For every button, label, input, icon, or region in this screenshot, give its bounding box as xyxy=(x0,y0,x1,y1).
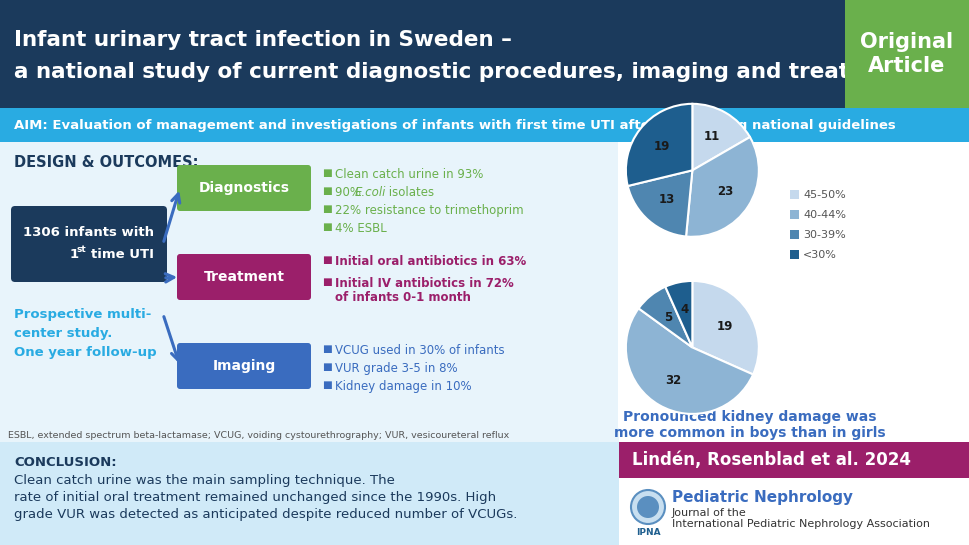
Bar xyxy=(790,250,799,259)
Text: Initial oral antibiotics in 63%: Initial oral antibiotics in 63% xyxy=(335,255,526,268)
Text: ■: ■ xyxy=(322,204,331,214)
Wedge shape xyxy=(628,170,692,237)
Text: Lindén, Rosenblad et al. 2024: Lindén, Rosenblad et al. 2024 xyxy=(632,451,911,469)
Text: 90%: 90% xyxy=(335,186,364,199)
Wedge shape xyxy=(626,104,693,186)
Bar xyxy=(845,0,969,108)
Text: 19: 19 xyxy=(654,140,671,153)
Text: VUR grade 3-5 in 8%: VUR grade 3-5 in 8% xyxy=(335,362,457,375)
Text: DESIGN & OUTCOMES:: DESIGN & OUTCOMES: xyxy=(14,155,199,170)
Text: Initial IV antibiotics in 72%: Initial IV antibiotics in 72% xyxy=(335,277,514,290)
Text: Girls n=60: Girls n=60 xyxy=(649,307,716,320)
Text: Clean catch urine in 93%: Clean catch urine in 93% xyxy=(335,168,484,181)
Wedge shape xyxy=(686,137,759,237)
FancyBboxPatch shape xyxy=(177,254,311,300)
Text: 23: 23 xyxy=(717,185,733,198)
Text: ■: ■ xyxy=(322,186,331,196)
Text: Clean catch urine was the main sampling technique. The: Clean catch urine was the main sampling … xyxy=(14,474,395,487)
Text: 30-39%: 30-39% xyxy=(803,229,846,239)
Text: ■: ■ xyxy=(322,362,331,372)
Text: Pronounced kidney damage was
more common in boys than in girls: Pronounced kidney damage was more common… xyxy=(614,410,886,440)
Text: a national study of current diagnostic procedures, imaging and treatment: a national study of current diagnostic p… xyxy=(14,62,912,82)
Text: 40-44%: 40-44% xyxy=(803,209,846,220)
Text: ■: ■ xyxy=(322,277,331,287)
Wedge shape xyxy=(692,104,750,170)
Text: time UTI: time UTI xyxy=(91,247,154,261)
Text: isolates: isolates xyxy=(385,186,434,199)
Bar xyxy=(0,108,969,142)
Text: Kidney damage in 10%: Kidney damage in 10% xyxy=(335,380,472,393)
Bar xyxy=(0,428,619,442)
Text: Treatment: Treatment xyxy=(203,270,285,284)
Text: 13: 13 xyxy=(659,193,675,206)
Wedge shape xyxy=(639,287,692,348)
Text: Original
Article: Original Article xyxy=(860,32,953,76)
Text: Prospective multi-
center study.
One year follow-up: Prospective multi- center study. One yea… xyxy=(14,308,157,359)
Bar xyxy=(790,230,799,239)
Text: Pediatric Nephrology: Pediatric Nephrology xyxy=(672,490,853,505)
Text: International Pediatric Nephrology Association: International Pediatric Nephrology Assoc… xyxy=(672,519,930,529)
FancyBboxPatch shape xyxy=(11,206,167,282)
Text: ■: ■ xyxy=(322,168,331,178)
FancyBboxPatch shape xyxy=(177,165,311,211)
FancyBboxPatch shape xyxy=(177,343,311,389)
Bar xyxy=(0,0,969,108)
Text: 5: 5 xyxy=(664,311,672,324)
Text: 45-50%: 45-50% xyxy=(803,190,846,199)
Text: 4% ESBL: 4% ESBL xyxy=(335,222,387,235)
Text: Imaging: Imaging xyxy=(212,359,275,373)
Text: Diagnostics: Diagnostics xyxy=(199,181,290,195)
Text: 11: 11 xyxy=(703,130,720,143)
Text: VCUG used in 30% of infants: VCUG used in 30% of infants xyxy=(335,344,505,357)
Text: 19: 19 xyxy=(716,320,733,333)
Wedge shape xyxy=(666,281,693,348)
Text: Boys n=66: Boys n=66 xyxy=(649,155,717,168)
Wedge shape xyxy=(692,281,759,374)
Text: CONCLUSION:: CONCLUSION: xyxy=(14,456,116,469)
Text: 32: 32 xyxy=(665,374,681,387)
Bar xyxy=(790,190,799,199)
Bar xyxy=(619,478,969,545)
Circle shape xyxy=(631,490,665,524)
Text: Infant urinary tract infection in Sweden –: Infant urinary tract infection in Sweden… xyxy=(14,30,512,50)
Text: ■: ■ xyxy=(322,380,331,390)
Text: 1306 infants with: 1306 infants with xyxy=(23,226,154,239)
Text: st: st xyxy=(77,245,87,255)
Text: rate of initial oral treatment remained unchanged since the 1990s. High: rate of initial oral treatment remained … xyxy=(14,491,496,504)
Text: 4: 4 xyxy=(680,303,688,316)
Text: ■: ■ xyxy=(322,344,331,354)
Text: IPNA: IPNA xyxy=(636,528,660,537)
Text: AIM: Evaluation of management and investigations of infants with first time UTI : AIM: Evaluation of management and invest… xyxy=(14,118,895,131)
Text: E.coli: E.coli xyxy=(355,186,387,199)
Text: of infants 0-1 month: of infants 0-1 month xyxy=(335,291,471,304)
Bar xyxy=(790,210,799,219)
Text: grade VUR was detected as anticipated despite reduced number of VCUGs.: grade VUR was detected as anticipated de… xyxy=(14,508,517,521)
Text: ■: ■ xyxy=(322,255,331,265)
Text: 22% resistance to trimethoprim: 22% resistance to trimethoprim xyxy=(335,204,523,217)
Wedge shape xyxy=(626,308,753,414)
Bar xyxy=(0,142,969,428)
Text: <30%: <30% xyxy=(803,250,837,259)
Text: Journal of the: Journal of the xyxy=(672,508,747,518)
Text: ESBL, extended spectrum beta-lactamase; VCUG, voiding cystourethrography; VUR, v: ESBL, extended spectrum beta-lactamase; … xyxy=(8,431,510,439)
Text: 1: 1 xyxy=(70,247,79,261)
Circle shape xyxy=(637,496,659,518)
Bar xyxy=(618,142,969,428)
Bar xyxy=(619,442,969,478)
Bar xyxy=(0,442,619,545)
Text: ■: ■ xyxy=(322,222,331,232)
